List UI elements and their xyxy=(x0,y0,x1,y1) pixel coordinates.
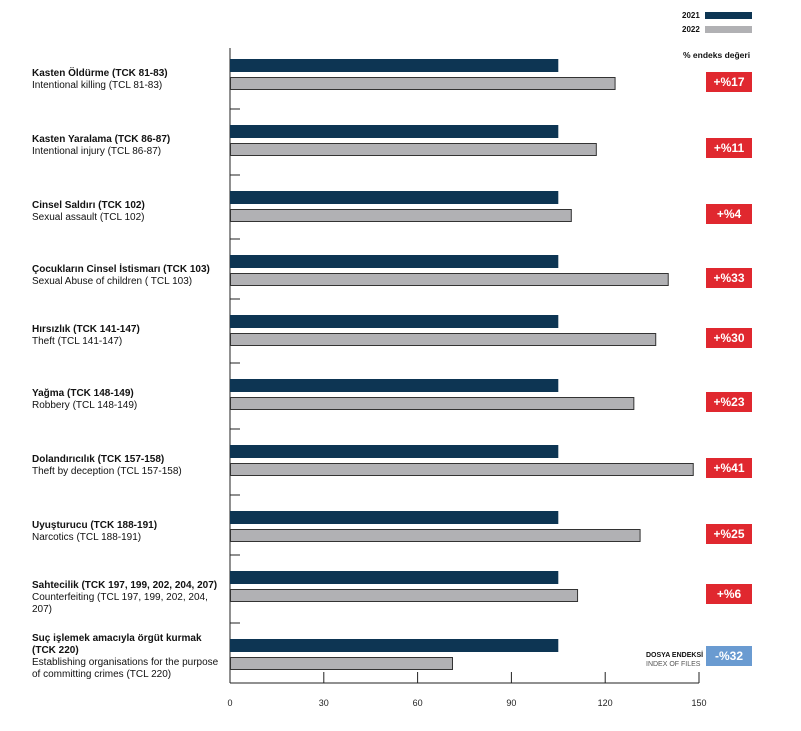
x-tick-label: 60 xyxy=(413,698,423,708)
category-subtitle: Establishing organisations for the purpo… xyxy=(32,657,219,680)
category-title: Kasten Yaralama (TCK 86-87) xyxy=(32,134,171,145)
change-badge: +%23 xyxy=(706,392,752,412)
category-title: Dolandırıcılık (TCK 157-158) xyxy=(32,454,165,465)
bar-2022 xyxy=(230,333,657,346)
category-label: Sahtecilik (TCK 197, 199, 202, 204, 207)… xyxy=(32,580,227,616)
change-badge: +%6 xyxy=(706,584,752,604)
bar-2021 xyxy=(230,255,559,268)
category-label: Yağma (TCK 148-149) Robbery (TCL 148-149) xyxy=(32,388,227,412)
bar-2022 xyxy=(230,589,579,602)
legend-label-2022: 2022 xyxy=(682,25,700,34)
category-label: Dolandırıcılık (TCK 157-158) Theft by dec… xyxy=(32,454,227,478)
change-badge: -%32 xyxy=(706,646,752,666)
category-title: Cinsel Saldırı (TCK 102) xyxy=(32,200,145,211)
category-subtitle: Narcotics (TCL 188-191) xyxy=(32,532,142,543)
category-label: Kasten Öldürme (TCK 81-83) Intentional ki… xyxy=(32,68,227,92)
category-subtitle: Intentional killing (TCL 81-83) xyxy=(32,80,163,91)
index-sublabel: INDEX OF FILES xyxy=(646,661,701,668)
bar-2021 xyxy=(230,511,559,524)
bar-2022 xyxy=(230,657,453,670)
x-tick-label: 90 xyxy=(506,698,516,708)
change-badge: +%30 xyxy=(706,328,752,348)
category-title: Yağma (TCK 148-149) xyxy=(32,388,134,399)
legend-label-2021: 2021 xyxy=(682,11,700,20)
category-title: Uyuşturucu (TCK 188-191) xyxy=(32,520,158,531)
change-badge: +%33 xyxy=(706,268,752,288)
x-tick-label: 150 xyxy=(691,698,706,708)
bar-2021 xyxy=(230,125,559,138)
bar-2022 xyxy=(230,463,694,476)
category-subtitle: Counterfeiting (TCL 197, 199, 202, 204, … xyxy=(32,592,208,615)
category-title: Çocukların Cinsel İstismarı (TCK 103) xyxy=(32,264,210,275)
bar-2022 xyxy=(230,143,597,156)
category-title: Sahtecilik (TCK 197, 199, 202, 204, 207) xyxy=(32,580,218,591)
bar-2022 xyxy=(230,273,669,286)
x-tick-label: 120 xyxy=(598,698,613,708)
change-badge: +%25 xyxy=(706,524,752,544)
bar-2021 xyxy=(230,315,559,328)
bar-2021 xyxy=(230,59,559,72)
bar-2022 xyxy=(230,209,572,222)
bar-2022 xyxy=(230,397,635,410)
category-subtitle: Sexual Abuse of children ( TCL 103) xyxy=(32,276,193,287)
x-tick-label: 0 xyxy=(227,698,232,708)
change-badge: +%11 xyxy=(706,138,752,158)
bar-2022 xyxy=(230,529,641,542)
change-header: % endeks değeri xyxy=(683,50,751,60)
category-label: Cinsel Saldırı (TCK 102) Sexual assault (… xyxy=(32,200,227,224)
category-subtitle: Robbery (TCL 148-149) xyxy=(32,400,138,411)
category-label: Hırsızlık (TCK 141-147) Theft (TCL 141-14… xyxy=(32,324,227,348)
bar-2021 xyxy=(230,639,559,652)
legend-swatch-2022 xyxy=(705,26,752,33)
x-tick-label: 30 xyxy=(319,698,329,708)
category-subtitle: Intentional injury (TCL 86-87) xyxy=(32,146,162,157)
index-label: DOSYA ENDEKSİ xyxy=(646,652,704,659)
change-badge: +%17 xyxy=(706,72,752,92)
change-badge: +%41 xyxy=(706,458,752,478)
legend-swatch-2021 xyxy=(705,12,752,19)
category-title: Kasten Öldürme (TCK 81-83) xyxy=(32,68,168,79)
category-subtitle: Theft (TCL 141-147) xyxy=(32,336,123,347)
category-subtitle: Theft by deception (TCL 157-158) xyxy=(32,466,182,477)
category-title: Hırsızlık (TCK 141-147) xyxy=(32,324,140,335)
bar-2021 xyxy=(230,571,559,584)
category-label: Suç işlemek amacıyla örgüt kurmak (TCK 2… xyxy=(32,633,227,681)
bar-2022 xyxy=(230,77,616,90)
change-badge: +%4 xyxy=(706,204,752,224)
bar-2021 xyxy=(230,191,559,204)
bar-2021 xyxy=(230,445,559,458)
category-label: Çocukların Cinsel İstismarı (TCK 103) Sex… xyxy=(32,264,227,288)
category-subtitle: Sexual assault (TCL 102) xyxy=(32,212,145,223)
bar-2021 xyxy=(230,379,559,392)
category-title: Suç işlemek amacıyla örgüt kurmak (TCK 2… xyxy=(32,633,202,656)
category-label: Uyuşturucu (TCK 188-191) Narcotics (TCL 1… xyxy=(32,520,227,544)
category-label: Kasten Yaralama (TCK 86-87) Intentional i… xyxy=(32,134,227,158)
